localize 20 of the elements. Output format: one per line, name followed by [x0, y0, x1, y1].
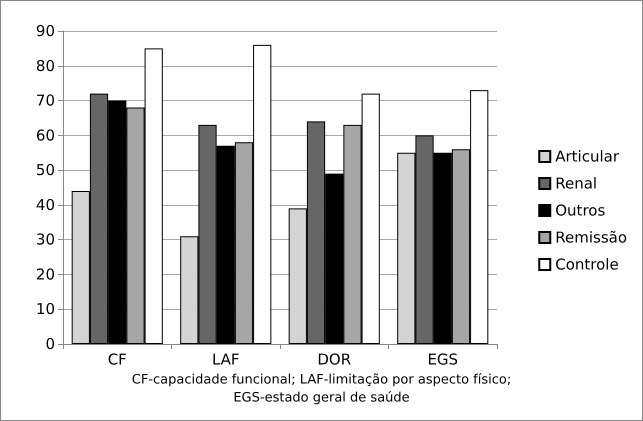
y-tick-label: 10: [36, 300, 55, 318]
legend-label: Remissão: [555, 228, 628, 246]
x-tick-label: CF: [108, 350, 127, 368]
y-tick-label: 90: [36, 22, 55, 40]
y-tick-label: 0: [45, 335, 55, 353]
y-tick-label: 50: [36, 161, 55, 180]
text: CF-capacidade funcional; LAF-limitação por aspecto físico; EGS-estado geral de saúde: [132, 372, 512, 406]
x-tick-label: EGS: [427, 350, 458, 368]
x-tick-label: LAF: [212, 350, 240, 368]
legend-label: Articular: [555, 148, 620, 166]
y-tick-label: 60: [36, 126, 55, 144]
y-tick-label: 40: [36, 196, 55, 214]
legend-label: Outros: [555, 202, 606, 220]
y-tick-label: 30: [36, 230, 55, 249]
y-tick-label: 20: [36, 265, 55, 284]
legend-label: Renal: [555, 174, 598, 192]
legend-label: Controle: [555, 256, 619, 274]
x-tick-label: DOR: [317, 350, 352, 368]
y-tick-label: 70: [36, 92, 55, 110]
y-tick-label: 80: [36, 56, 55, 75]
